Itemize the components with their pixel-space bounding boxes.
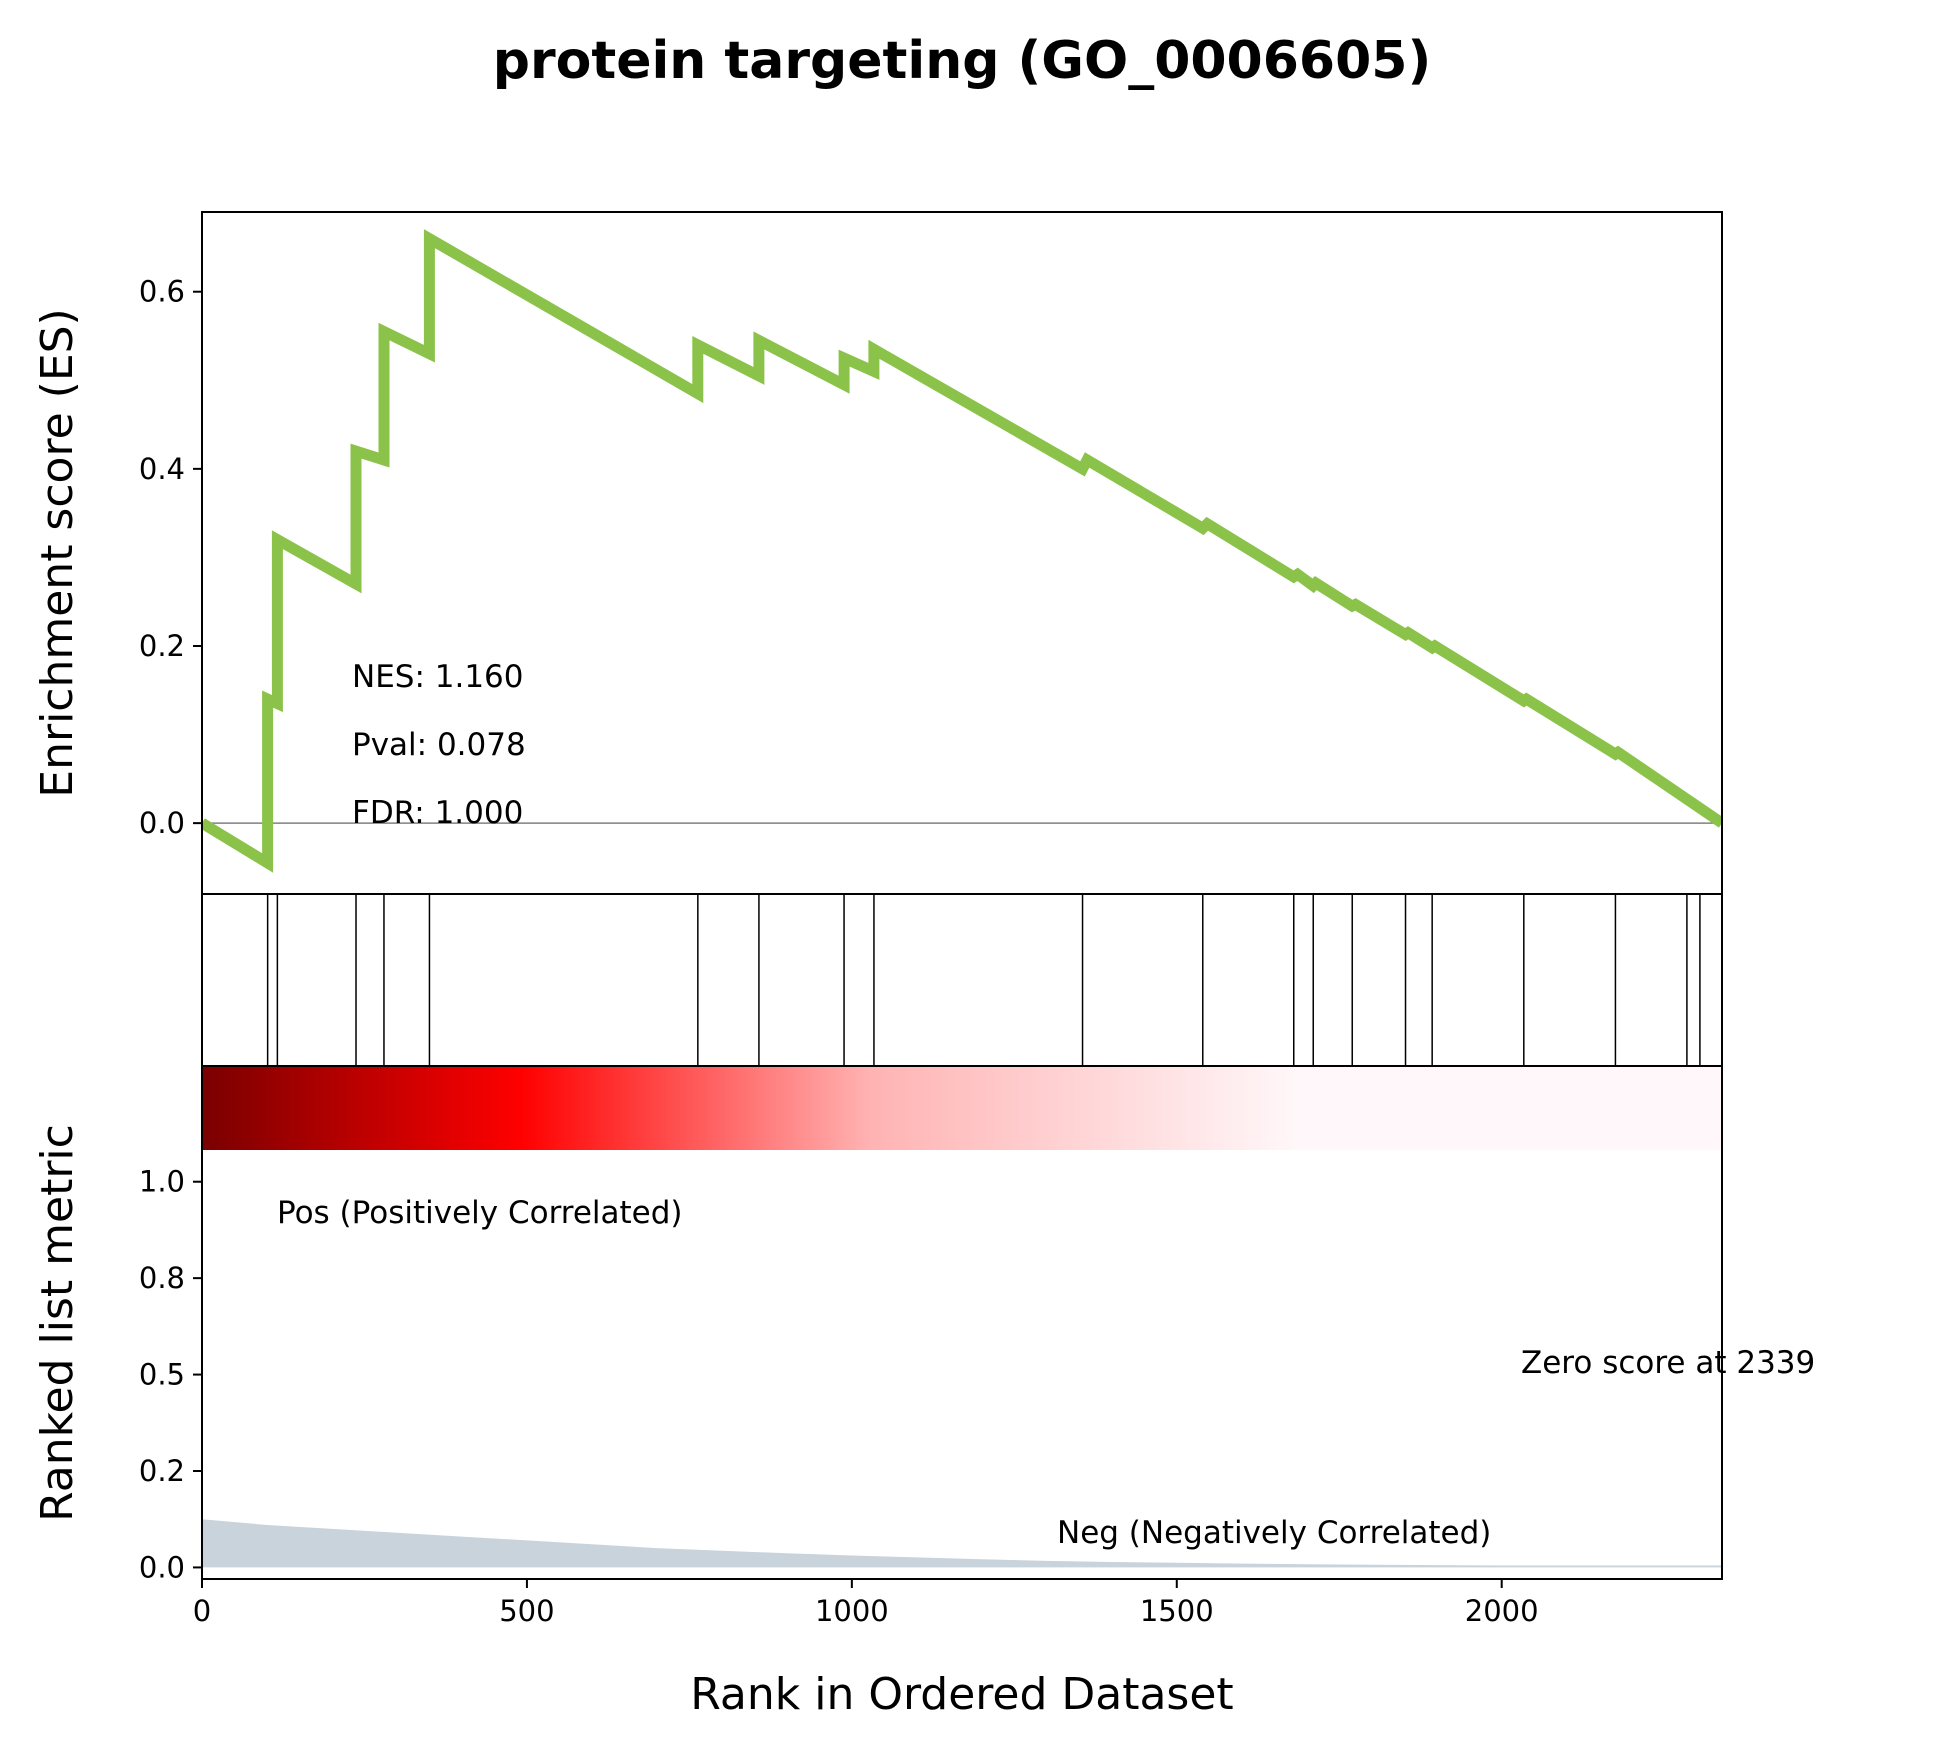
zero-score-label: Zero score at 2339	[1521, 1345, 1815, 1381]
es-ylabel: Enrichment score (ES)	[32, 308, 83, 797]
pos-correlated-label: Pos (Positively Correlated)	[277, 1195, 683, 1231]
es-ytick-label: 0.0	[139, 806, 185, 840]
xtick-label: 1000	[815, 1594, 889, 1628]
xtick-label: 0	[193, 1594, 211, 1628]
chart-title: protein targeting (GO_0006605)	[493, 31, 1431, 91]
x-axis-label: Rank in Ordered Dataset	[690, 1669, 1233, 1720]
xtick-label: 1500	[1140, 1594, 1214, 1628]
es-ytick-label: 0.2	[139, 629, 185, 663]
xtick-label: 500	[499, 1594, 554, 1628]
nes-annotation: NES: 1.160	[352, 659, 524, 695]
ranked-metric-area	[202, 1519, 1722, 1568]
xtick-label: 2000	[1465, 1594, 1539, 1628]
x-axis: 0 500 1000 1500 2000	[193, 1579, 1539, 1628]
rank-heatmap-bar	[202, 1066, 1722, 1150]
es-curve	[202, 229, 1722, 873]
es-panel: 0.0 0.2 0.4 0.6 Enrichment score (ES) NES: …	[32, 211, 1723, 895]
metric-ytick-label: 0.8	[139, 1261, 185, 1295]
fdr-annotation: FDR: 1.000	[352, 795, 523, 831]
metric-ytick-label: 1.0	[139, 1165, 185, 1199]
es-ytick-label: 0.4	[139, 452, 185, 486]
es-ytick-label: 0.6	[139, 275, 185, 309]
metric-panel: 0.0 0.2 0.5 0.8 1.0 Ranked list metric Pos (…	[32, 1065, 1815, 1584]
pval-annotation: Pval: 0.078	[352, 727, 526, 763]
hits-panel	[201, 893, 1723, 1067]
neg-correlated-label: Neg (Negatively Correlated)	[1057, 1515, 1491, 1551]
metric-panel-frame	[201, 1065, 1723, 1580]
metric-ytick-label: 0.2	[139, 1454, 185, 1488]
metric-ytick-label: 0.0	[139, 1550, 185, 1584]
metric-ylabel: Ranked list metric	[32, 1124, 83, 1522]
metric-ytick-label: 0.5	[139, 1358, 185, 1392]
